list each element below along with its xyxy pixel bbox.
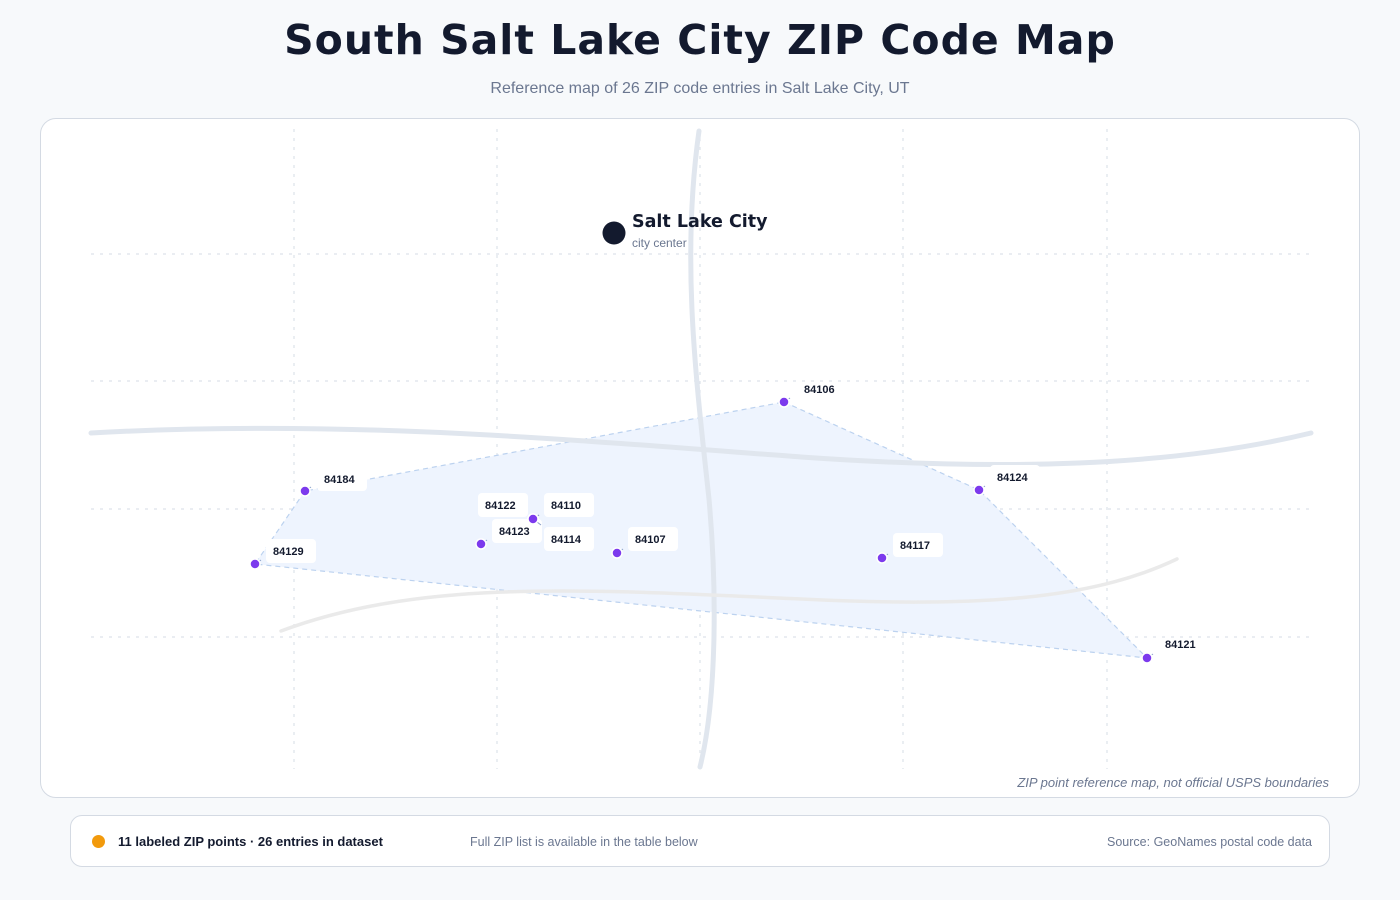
zip-point-84121[interactable]: 84121 bbox=[1141, 639, 1196, 664]
zip-label: 84114 bbox=[551, 534, 582, 546]
zip-label: 84124 bbox=[997, 472, 1028, 484]
zip-label-background bbox=[478, 493, 528, 517]
zip-point-84107[interactable]: 84107 bbox=[611, 527, 678, 559]
zip-point-marker[interactable] bbox=[876, 552, 888, 564]
zip-point-84123[interactable]: 84123 bbox=[475, 519, 542, 550]
map-panel[interactable]: Salt Lake City city center 84106 84184 841… bbox=[40, 118, 1360, 798]
page-title: South Salt Lake City ZIP Code Map bbox=[284, 16, 1116, 64]
zip-label: 84110 bbox=[551, 500, 581, 512]
legend-summary: 11 labeled ZIP points · 26 entries in da… bbox=[118, 834, 383, 849]
city-center-caption: city center bbox=[632, 236, 687, 250]
zip-label-background bbox=[544, 527, 594, 551]
zip-point-marker[interactable] bbox=[778, 396, 790, 408]
zip-label-background bbox=[492, 519, 542, 543]
zip-point-84124[interactable]: 84124 bbox=[973, 465, 1040, 496]
legend-bar: 11 labeled ZIP points · 26 entries in da… bbox=[70, 815, 1330, 867]
zip-label-background bbox=[266, 539, 316, 563]
zip-point-marker[interactable] bbox=[527, 513, 539, 525]
legend-dot-icon bbox=[92, 835, 105, 848]
zip-point-marker[interactable] bbox=[973, 484, 985, 496]
zip-label-background bbox=[990, 465, 1040, 489]
zip-label: 84184 bbox=[324, 474, 355, 486]
zip-label-background bbox=[893, 533, 943, 557]
zip-point-84114[interactable]: 84114 bbox=[527, 513, 594, 551]
zip-points-layer: 84106 84184 84124 84122 84110 84123 84114 84107… bbox=[249, 384, 1196, 664]
road-east-west bbox=[88, 425, 1314, 468]
zip-label: 84107 bbox=[635, 534, 666, 546]
legend-note: Full ZIP list is available in the table … bbox=[470, 835, 698, 849]
roads bbox=[88, 128, 1314, 770]
zip-label-background bbox=[544, 493, 594, 517]
zip-point-marker[interactable] bbox=[475, 538, 487, 550]
road-north-south bbox=[688, 128, 717, 770]
zip-point-84184[interactable]: 84184 bbox=[299, 467, 367, 497]
map-disclaimer: ZIP point reference map, not official US… bbox=[1017, 775, 1329, 790]
zip-coverage-area bbox=[253, 401, 1149, 659]
zip-point-marker[interactable] bbox=[611, 547, 623, 559]
legend-source: Source: GeoNames postal code data bbox=[1107, 835, 1312, 849]
zip-point-84117[interactable]: 84117 bbox=[876, 533, 943, 564]
zip-label: 84122 bbox=[485, 500, 516, 512]
zip-label: 84123 bbox=[499, 526, 530, 538]
zip-point-marker[interactable] bbox=[1141, 652, 1153, 664]
zip-label: 84129 bbox=[273, 546, 304, 558]
zip-label: 84117 bbox=[900, 540, 930, 552]
page-subtitle: Reference map of 26 ZIP code entries in … bbox=[490, 80, 910, 97]
zip-point-84106[interactable]: 84106 bbox=[778, 384, 835, 408]
city-center-name: Salt Lake City bbox=[632, 212, 768, 232]
zip-label-background bbox=[628, 527, 678, 551]
zip-label: 84121 bbox=[1165, 639, 1196, 651]
road-south-curve bbox=[279, 557, 1179, 633]
zip-point-84129[interactable]: 84129 bbox=[249, 539, 316, 570]
city-center-dot bbox=[602, 221, 626, 245]
zip-point-marker[interactable] bbox=[299, 485, 311, 497]
zip-point-marker[interactable] bbox=[249, 558, 261, 570]
zip-label-background bbox=[317, 467, 367, 491]
city-center-marker[interactable]: Salt Lake City city center bbox=[602, 212, 769, 250]
zip-point-84110[interactable]: 84110 bbox=[527, 493, 594, 525]
zip-label: 84106 bbox=[804, 384, 835, 396]
map-grid bbox=[91, 129, 1311, 769]
